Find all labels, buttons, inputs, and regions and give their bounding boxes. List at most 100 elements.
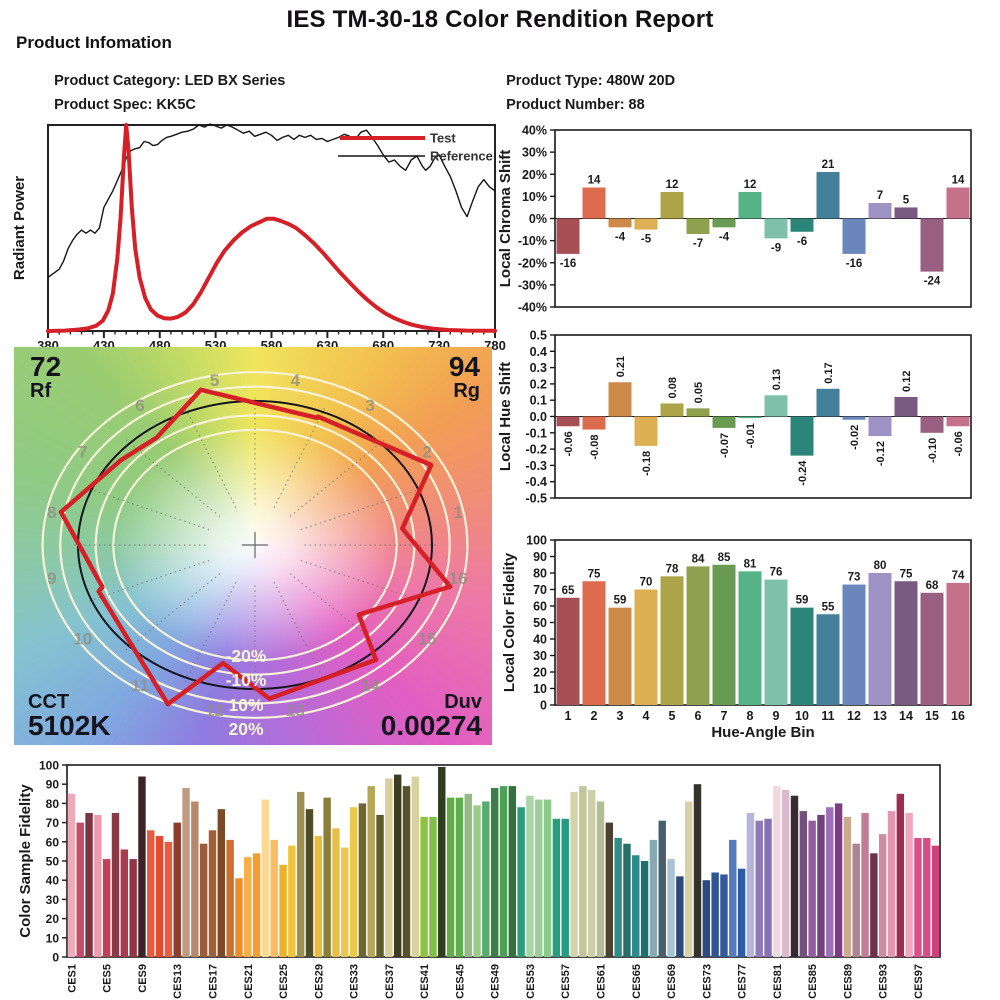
x-tick-label: 6 <box>695 709 702 723</box>
value-label: 21 <box>822 159 835 171</box>
y-tick-label: 60 <box>46 835 60 849</box>
value-label: -6 <box>797 236 807 248</box>
y-axis-title: Color Sample Fidelity <box>17 784 34 938</box>
bar <box>738 191 762 219</box>
bar <box>896 793 905 957</box>
bar <box>526 795 534 957</box>
bar <box>464 793 472 957</box>
y-tick-label: 10% <box>522 190 547 204</box>
y-tick-label: 100 <box>39 759 59 773</box>
rf-value: 72 <box>30 351 62 382</box>
bar <box>923 837 931 957</box>
bar <box>579 786 587 957</box>
bar <box>552 818 561 957</box>
bar <box>842 584 866 705</box>
y-tick-label: 40 <box>533 633 547 647</box>
x-tick-label: CES21 <box>243 964 255 999</box>
rf-value-block: 72 Rf <box>30 351 62 402</box>
x-tick-label: 2 <box>591 709 598 723</box>
bar <box>702 880 711 957</box>
x-tick-label: CES1 <box>66 964 78 993</box>
bar <box>720 874 728 957</box>
bar <box>842 218 866 254</box>
bar <box>208 830 217 957</box>
bar <box>894 581 918 705</box>
duv-value: 0.00274 <box>380 710 482 741</box>
value-label: 84 <box>692 553 705 565</box>
bar <box>660 403 684 417</box>
y-tick-label: 0% <box>529 212 547 226</box>
bar <box>111 813 120 957</box>
bin-number: 6 <box>135 396 144 415</box>
bar <box>920 592 944 705</box>
color-vector-graphic: 1 2 3 4 5 6 7 8 9 10 11 12 13 14 15 16 -20% -10% 10% 20% 72… <box>14 347 492 745</box>
bar <box>816 172 840 219</box>
bar <box>878 834 887 957</box>
product-spec-value: KK5C <box>156 97 196 113</box>
bar <box>686 566 710 705</box>
bar <box>582 416 606 430</box>
y-tick-label: 10 <box>46 931 60 945</box>
bar <box>385 778 393 957</box>
y-tick-label: 100 <box>526 534 547 548</box>
y-tick-label: -40% <box>518 301 547 315</box>
value-label: -0.06 <box>563 431 575 456</box>
value-label: 12 <box>666 179 679 191</box>
x-axis-title: Hue-Angle Bin <box>711 724 814 741</box>
x-tick-label: CES29 <box>313 964 325 999</box>
bar <box>582 187 606 219</box>
bar <box>217 809 226 957</box>
bar <box>816 614 840 705</box>
ring-label: -20% <box>226 646 267 666</box>
y-axis-title: Local Chroma Shift <box>497 150 514 288</box>
bar <box>438 766 446 957</box>
hue-bin-spoke <box>125 439 221 517</box>
x-tick-label: 3 <box>617 709 624 723</box>
x-tick-label: CES85 <box>807 964 819 999</box>
value-label: -0.01 <box>745 423 757 448</box>
bar <box>296 791 305 957</box>
bar <box>894 396 918 417</box>
bin-number: 5 <box>210 371 219 390</box>
y-tick-label: 20 <box>533 666 547 680</box>
value-label: 0.17 <box>823 362 835 383</box>
x-tick-label: 7 <box>721 709 728 723</box>
hue-bin-spoke <box>184 407 237 509</box>
value-label: 0.05 <box>693 382 705 403</box>
product-spec-label: Product Spec: <box>54 97 153 113</box>
rg-value: 94 <box>448 351 480 382</box>
bar <box>790 416 814 456</box>
bar <box>931 845 940 957</box>
bar <box>164 841 173 957</box>
bar <box>358 803 367 957</box>
y-tick-label: 90 <box>46 778 60 792</box>
bar <box>686 408 710 417</box>
y-tick-label: 0.2 <box>530 377 547 391</box>
test-curve <box>46 123 497 333</box>
bar <box>76 822 84 957</box>
bar <box>587 789 596 957</box>
bin-number: 15 <box>418 630 437 649</box>
product-category-label: Product Category: <box>54 73 181 89</box>
value-label: 81 <box>744 558 757 570</box>
value-label: 14 <box>588 175 601 187</box>
bar <box>920 218 944 272</box>
value-label: -4 <box>615 231 626 243</box>
bar <box>946 187 970 219</box>
chroma-ring <box>41 371 469 719</box>
product-spec-row: Product Spec: KK5C <box>38 81 200 129</box>
bar <box>790 218 814 232</box>
cct-label: CCT <box>28 691 70 713</box>
bar <box>556 416 580 427</box>
value-label: 65 <box>562 585 575 597</box>
bar <box>147 830 155 957</box>
value-label: -0.02 <box>849 425 861 450</box>
bar <box>649 839 658 957</box>
value-label: -7 <box>693 238 703 250</box>
bar <box>632 855 640 957</box>
value-label: 75 <box>588 568 601 580</box>
ring-label: 20% <box>228 719 263 739</box>
chroma-ring <box>59 385 451 705</box>
y-tick-label: 0.0 <box>530 410 547 424</box>
hue-bin-spoke <box>273 581 326 683</box>
